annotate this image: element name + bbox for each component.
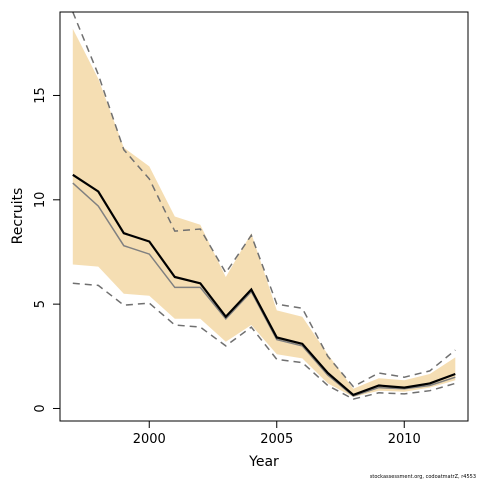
y-axis-title: Recruits — [10, 188, 26, 245]
series-line-estimate — [72, 173, 456, 397]
x-axis-title: Year — [248, 454, 279, 470]
y-tick-label: 15 — [33, 87, 48, 104]
y-tick-label: 10 — [33, 192, 48, 209]
y-tick-label: 0 — [33, 404, 48, 412]
x-tick-label: 2010 — [388, 432, 421, 447]
series-line-upper-dashed — [72, 11, 456, 388]
y-tick-label: 5 — [33, 300, 48, 308]
source-credit: stockassessment.org, codoatmatrZ, r4553 — [370, 474, 476, 480]
confidence-band — [72, 28, 456, 397]
x-tick-label: 2005 — [260, 432, 293, 447]
x-tick-label: 2000 — [133, 432, 166, 447]
series-line-lower-dashed — [72, 282, 456, 400]
